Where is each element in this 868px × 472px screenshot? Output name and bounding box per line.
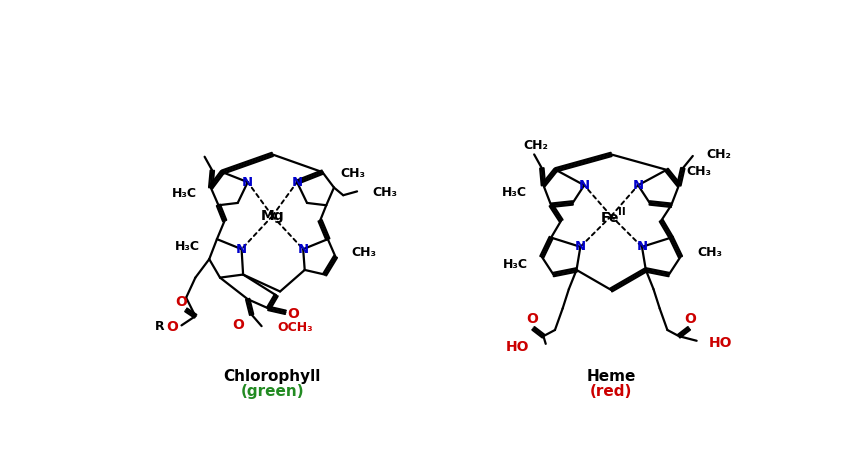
- Text: CH₃: CH₃: [697, 246, 722, 260]
- Text: H₃C: H₃C: [502, 186, 527, 200]
- Text: N: N: [579, 179, 589, 192]
- Text: N: N: [242, 176, 253, 189]
- Text: O: O: [685, 312, 696, 326]
- Text: N: N: [633, 179, 644, 192]
- Text: N: N: [575, 240, 586, 253]
- Text: H₃C: H₃C: [172, 187, 197, 200]
- Text: CH₃: CH₃: [687, 165, 712, 178]
- Text: N: N: [236, 243, 247, 256]
- Text: (red): (red): [590, 384, 633, 399]
- Text: (green): (green): [240, 384, 304, 399]
- Text: N: N: [298, 243, 309, 256]
- Text: Fe: Fe: [601, 211, 619, 225]
- Text: Mg: Mg: [260, 209, 284, 223]
- Text: CH₃: CH₃: [372, 186, 398, 200]
- Text: HO: HO: [709, 336, 733, 350]
- Text: R: R: [155, 320, 165, 333]
- Text: Heme: Heme: [587, 369, 636, 384]
- Text: O: O: [526, 312, 538, 326]
- Text: N: N: [292, 176, 303, 189]
- Text: CH₂: CH₂: [523, 139, 549, 152]
- Text: Chlorophyll: Chlorophyll: [224, 369, 321, 384]
- Text: O: O: [287, 307, 299, 321]
- Text: N: N: [636, 240, 648, 253]
- Text: CH₃: CH₃: [351, 246, 376, 260]
- Text: II: II: [618, 207, 626, 217]
- Text: OCH₃: OCH₃: [277, 321, 312, 334]
- Text: HO: HO: [505, 340, 529, 354]
- Text: CH₂: CH₂: [707, 148, 732, 161]
- Text: O: O: [167, 320, 178, 334]
- Text: CH₃: CH₃: [340, 167, 365, 180]
- Text: O: O: [232, 318, 244, 332]
- Text: H₃C: H₃C: [503, 258, 528, 271]
- Text: H₃C: H₃C: [175, 240, 200, 253]
- Text: O: O: [175, 295, 187, 309]
